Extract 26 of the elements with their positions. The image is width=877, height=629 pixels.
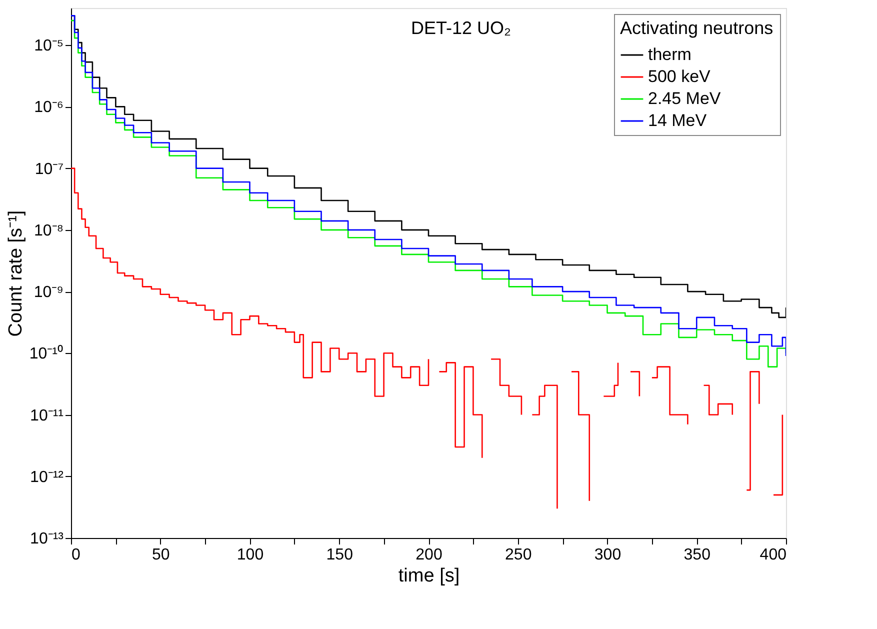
legend-label: 14 MeV [648,111,708,130]
annotation: DET-12 UO₂ [410,18,512,38]
x-tick-label: 350 [684,546,711,564]
x-tick-label: 200 [416,546,442,564]
x-tick-label: 50 [152,546,170,564]
y-tick-label: 10⁻⁹ [34,284,64,302]
legend-label: 2.45 MeV [648,89,722,108]
x-tick-label: 250 [505,546,532,564]
x-tick-label: 150 [326,546,354,564]
y-tick-label: 10⁻¹¹ [30,407,64,424]
x-tick-label: 400 [760,546,787,564]
y-tick-label: 10⁻⁷ [34,160,64,178]
y-tick-label: 10⁻¹⁰ [29,344,64,363]
x-tick-label: 100 [236,546,264,564]
y-tick-label: 10⁻¹³ [30,530,64,548]
legend-title: Activating neutrons [620,18,774,38]
legend-label: therm [648,45,692,64]
y-tick-label: 10⁻⁵ [34,38,64,55]
x-axis-title: time [s] [398,566,460,586]
y-tick-label: 10⁻⁸ [34,222,64,240]
y-tick-label: 10⁻¹² [30,468,64,486]
x-tick-label: 300 [594,546,622,564]
y-axis-title: Count rate [s⁻¹] [5,210,26,337]
legend-label: 500 keV [648,67,712,86]
y-tick-label: 10⁻⁶ [34,99,64,116]
x-tick-label: 0 [72,546,80,564]
